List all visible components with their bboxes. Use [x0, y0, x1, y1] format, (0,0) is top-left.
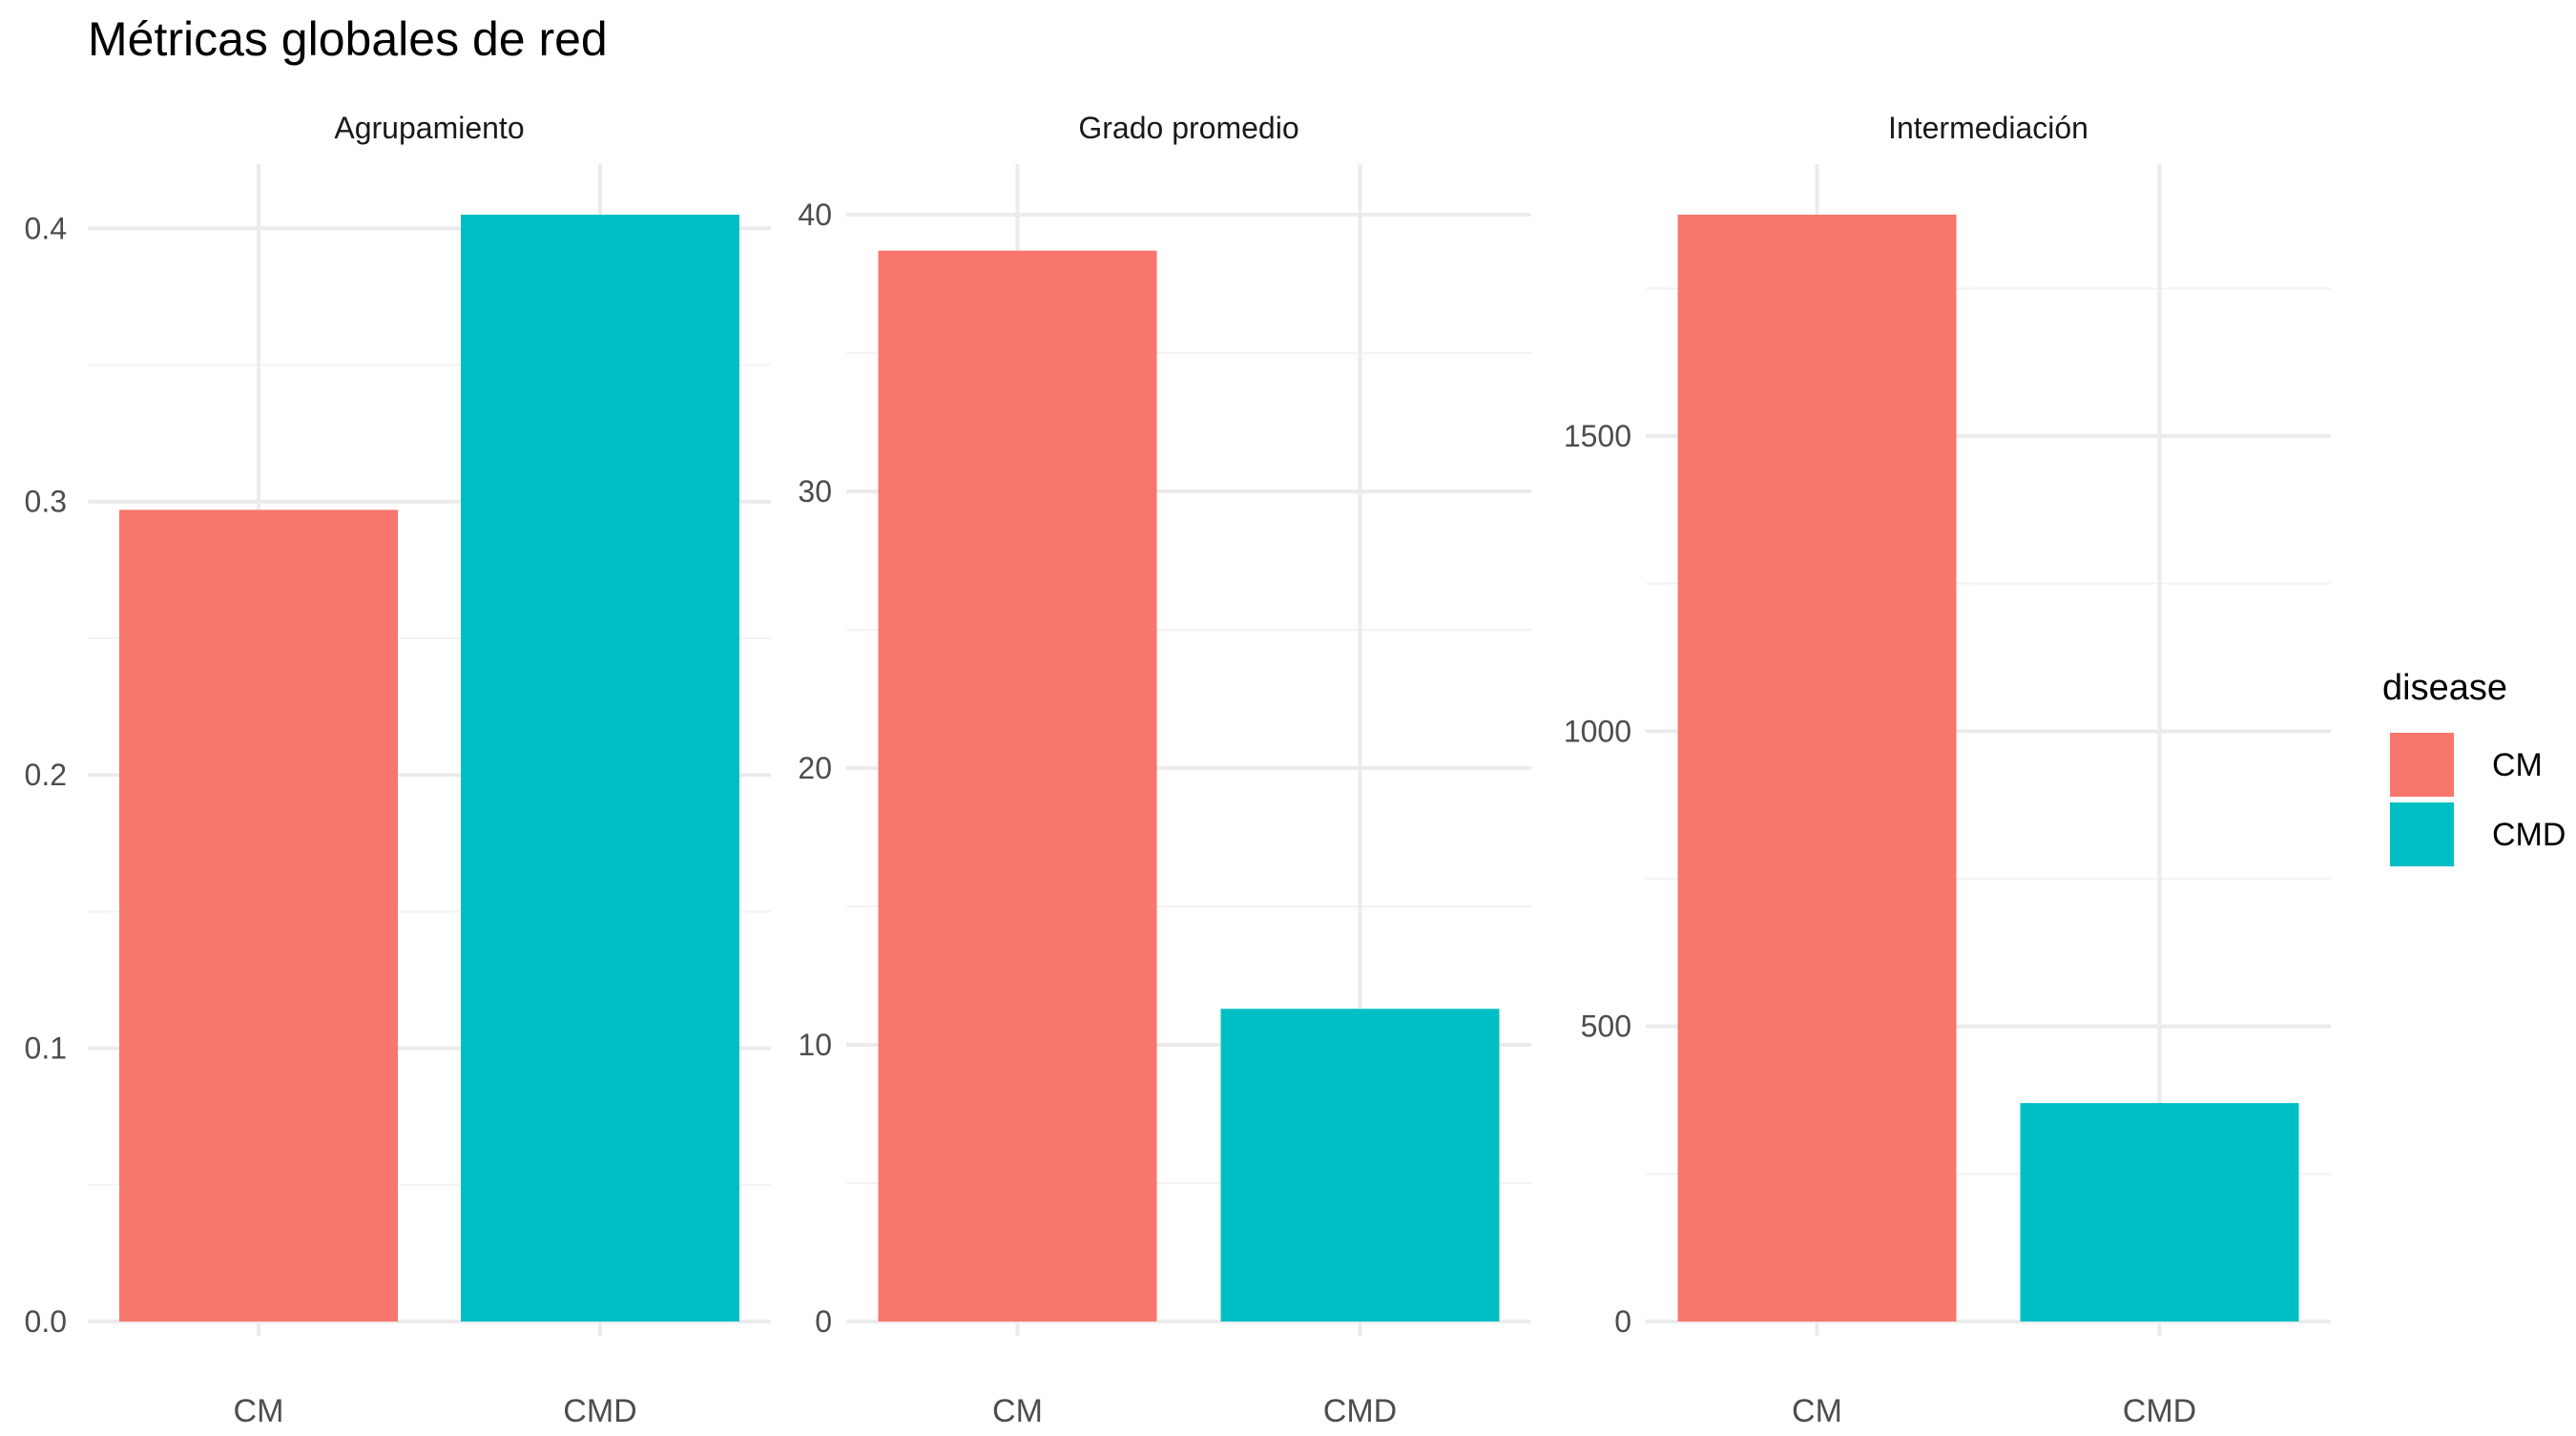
y-tick-label: 500: [1581, 1009, 1631, 1044]
bar-cmd: [461, 215, 739, 1322]
x-tick-label: CMD: [563, 1393, 636, 1429]
bar-cmd: [1220, 1009, 1500, 1322]
y-tick-label: 0.0: [25, 1304, 67, 1339]
y-tick-label: 1000: [1564, 714, 1631, 748]
legend: disease CM CMD: [2382, 668, 2566, 866]
legend-key: [2390, 802, 2454, 866]
legend-title: disease: [2382, 668, 2507, 708]
facet-panel: 0.0 0.1 0.2 0.3 0.4 CM CMD Agrupamiento: [25, 111, 771, 1429]
y-tick-label: 0: [815, 1304, 832, 1339]
bar-cmd: [2020, 1103, 2299, 1322]
chart-title: Métricas globales de red: [88, 12, 608, 66]
facet-panel: 0 500 1000 1500 CM CMD Intermediación: [1564, 111, 2331, 1429]
facet-panel: 0 10 20 30 40 CM CMD Grado promedio: [798, 111, 1531, 1429]
x-tick-label: CM: [1792, 1393, 1842, 1429]
x-tick-label: CMD: [1323, 1393, 1397, 1429]
y-tick-label: 20: [798, 751, 832, 785]
legend-label: CM: [2492, 747, 2543, 783]
y-tick-label: 40: [798, 198, 832, 232]
panels-layer: 0.0 0.1 0.2 0.3 0.4 CM CMD Agrupamiento 0 10 20 30 4…: [25, 111, 2331, 1429]
bar-cm: [119, 510, 398, 1322]
y-tick-label: 1500: [1564, 419, 1631, 453]
bar-cm: [1677, 215, 1957, 1322]
y-tick-label: 0.3: [25, 485, 67, 519]
facet-label: Grado promedio: [1078, 111, 1298, 145]
y-tick-label: 0.1: [25, 1031, 67, 1066]
legend-key: [2390, 733, 2454, 797]
y-tick-label: 0.2: [25, 758, 67, 792]
y-tick-label: 0: [1614, 1304, 1631, 1339]
facet-label: Agrupamiento: [334, 111, 524, 145]
y-tick-label: 0.4: [25, 211, 67, 245]
y-tick-label: 30: [798, 474, 832, 509]
legend-label: CMD: [2492, 817, 2566, 853]
bar-cm: [878, 250, 1157, 1322]
x-tick-label: CM: [992, 1393, 1043, 1429]
x-tick-label: CM: [234, 1393, 284, 1429]
facet-label: Intermediación: [1888, 111, 2088, 145]
y-tick-label: 10: [798, 1028, 832, 1062]
x-tick-label: CMD: [2123, 1393, 2196, 1429]
